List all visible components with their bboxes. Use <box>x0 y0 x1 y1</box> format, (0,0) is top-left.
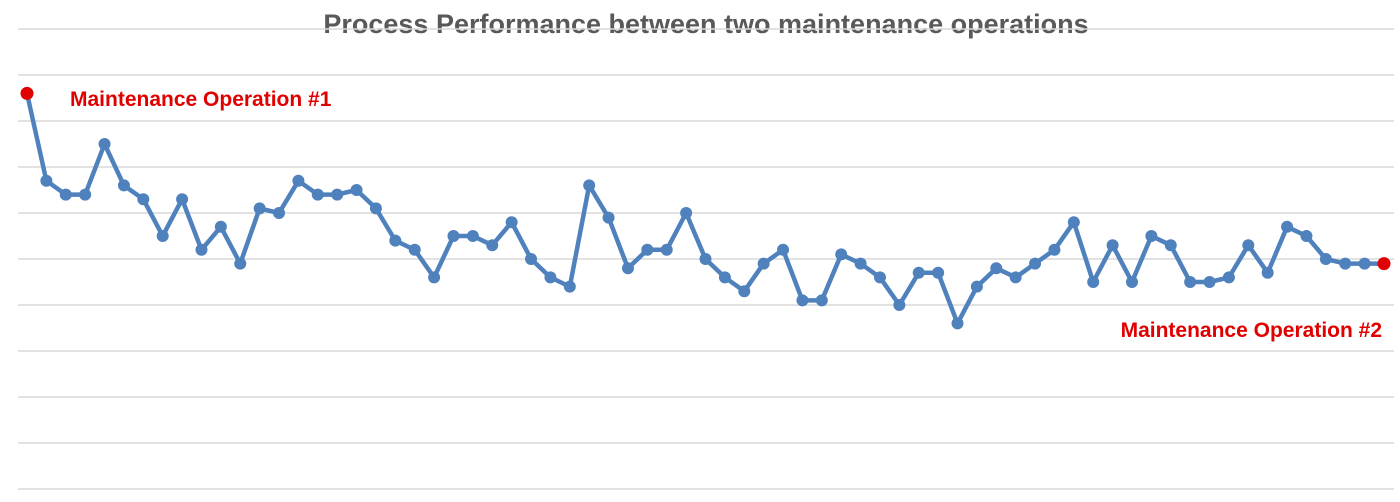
data-point <box>350 184 363 196</box>
data-point <box>951 317 964 330</box>
data-point <box>253 202 266 215</box>
data-point <box>912 266 925 279</box>
data-point <box>331 188 344 201</box>
data-point <box>389 234 402 247</box>
data-point <box>1106 239 1119 252</box>
data-point <box>1145 230 1158 242</box>
annotations: Maintenance Operation #1 Maintenance Ope… <box>70 88 1382 342</box>
data-point <box>59 188 72 201</box>
annotation-maintenance-2: Maintenance Operation #2 <box>1121 319 1382 342</box>
data-point <box>893 299 906 311</box>
data-point <box>970 280 983 293</box>
data-point <box>1358 257 1371 270</box>
data-point <box>447 230 460 242</box>
data-point <box>369 202 382 215</box>
data-point <box>680 207 693 219</box>
maintenance-point <box>20 86 34 100</box>
data-point <box>525 253 538 265</box>
maintenance-point <box>1377 257 1391 271</box>
data-point <box>79 188 92 201</box>
data-point <box>98 138 111 150</box>
data-point <box>1222 271 1235 284</box>
series-line <box>24 92 1384 326</box>
data-point <box>466 230 479 242</box>
data-point <box>602 211 615 224</box>
data-point <box>583 179 596 192</box>
data-point <box>815 294 828 307</box>
data-point <box>1125 276 1138 288</box>
data-point <box>1087 276 1100 288</box>
data-point <box>156 230 169 242</box>
data-point <box>1009 271 1022 284</box>
data-point <box>873 271 886 284</box>
data-point <box>796 294 809 307</box>
data-point <box>1300 230 1313 242</box>
data-point <box>1029 257 1042 270</box>
data-point <box>990 262 1003 275</box>
data-point <box>660 243 673 256</box>
data-point <box>699 253 712 265</box>
data-point <box>292 174 305 187</box>
data-point <box>718 271 731 284</box>
data-point <box>40 174 53 187</box>
data-point <box>854 257 867 270</box>
data-point <box>738 285 751 298</box>
data-point <box>932 266 945 279</box>
data-point <box>176 193 189 206</box>
data-point <box>311 188 324 201</box>
data-point <box>641 243 654 256</box>
series-plot <box>20 86 1391 330</box>
data-point <box>117 179 130 192</box>
data-point <box>486 239 499 252</box>
data-point <box>428 271 441 284</box>
data-point <box>621 262 634 275</box>
data-point <box>563 280 576 293</box>
data-point <box>757 257 770 270</box>
data-point <box>234 257 247 270</box>
data-point <box>214 220 227 233</box>
data-point <box>544 271 557 284</box>
data-point <box>1281 220 1294 233</box>
data-point <box>1261 266 1274 279</box>
data-point <box>1164 239 1177 252</box>
data-point <box>1242 239 1255 252</box>
data-point <box>1203 276 1216 288</box>
data-point <box>1339 257 1352 270</box>
data-point <box>1048 243 1061 256</box>
data-point <box>1184 276 1197 288</box>
data-point <box>137 193 150 206</box>
data-point <box>1067 216 1080 229</box>
data-point <box>835 248 848 261</box>
data-point <box>408 243 421 256</box>
chart-title: Process Performance between two maintena… <box>323 9 1088 39</box>
data-point <box>777 243 790 256</box>
annotation-maintenance-1: Maintenance Operation #1 <box>70 88 332 111</box>
data-point <box>1319 253 1332 265</box>
data-point <box>505 216 518 229</box>
data-point <box>273 207 286 219</box>
data-point <box>195 243 208 256</box>
